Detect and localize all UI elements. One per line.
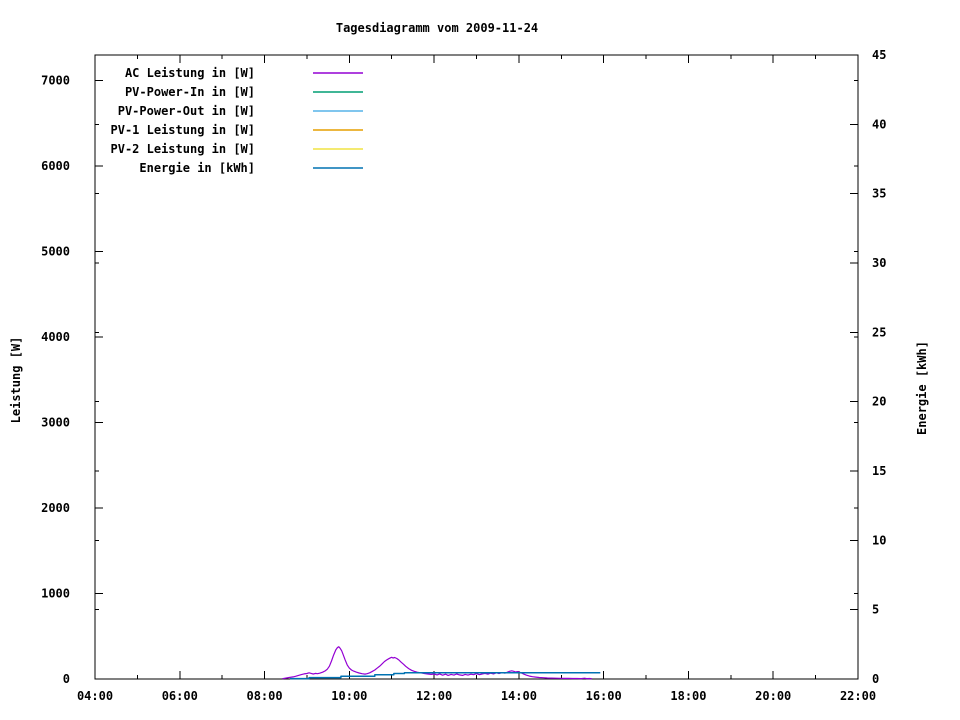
y2-tick-label: 0 — [872, 672, 879, 686]
legend-label: PV-2 Leistung in [W] — [111, 142, 256, 156]
legend-label: PV-Power-Out in [W] — [118, 104, 255, 118]
legend-label: PV-Power-In in [W] — [125, 85, 255, 99]
y2-tick-label: 30 — [872, 256, 886, 270]
chart-title: Tagesdiagramm vom 2009-11-24 — [335, 21, 539, 35]
x-tick-label: 20:00 — [755, 689, 791, 703]
y-tick-label: 0 — [63, 672, 70, 686]
x-tick-label: 08:00 — [246, 689, 282, 703]
y-tick-label: 7000 — [41, 74, 70, 88]
legend-label: PV-1 Leistung in [W] — [111, 123, 256, 137]
x-tick-label: 18:00 — [670, 689, 706, 703]
y2-tick-label: 10 — [872, 533, 886, 547]
x-tick-label: 12:00 — [416, 689, 452, 703]
y-tick-label: 1000 — [41, 587, 70, 601]
y2-tick-label: 40 — [872, 117, 886, 131]
x-tick-label: 22:00 — [840, 689, 876, 703]
y2-tick-label: 45 — [872, 48, 886, 62]
y-tick-label: 6000 — [41, 159, 70, 173]
y2-tick-label: 5 — [872, 603, 879, 617]
y2-tick-label: 15 — [872, 464, 886, 478]
y2-tick-label: 35 — [872, 187, 886, 201]
x-tick-label: 10:00 — [331, 689, 367, 703]
y-tick-label: 4000 — [41, 330, 70, 344]
x-tick-label: 06:00 — [162, 689, 198, 703]
y2-tick-label: 20 — [872, 395, 886, 409]
x-tick-label: 16:00 — [586, 689, 622, 703]
y2-tick-label: 25 — [872, 325, 886, 339]
x-tick-label: 14:00 — [501, 689, 537, 703]
legend-label: AC Leistung in [W] — [125, 66, 255, 80]
y-tick-label: 3000 — [41, 416, 70, 430]
series-line-energie-in-kwh — [290, 672, 601, 680]
legend-label: Energie in [kWh] — [139, 161, 255, 175]
y-tick-label: 5000 — [41, 245, 70, 259]
series-line-ac-leistung-in-w — [282, 646, 592, 680]
x-tick-label: 04:00 — [77, 689, 113, 703]
y-tick-label: 2000 — [41, 501, 70, 515]
